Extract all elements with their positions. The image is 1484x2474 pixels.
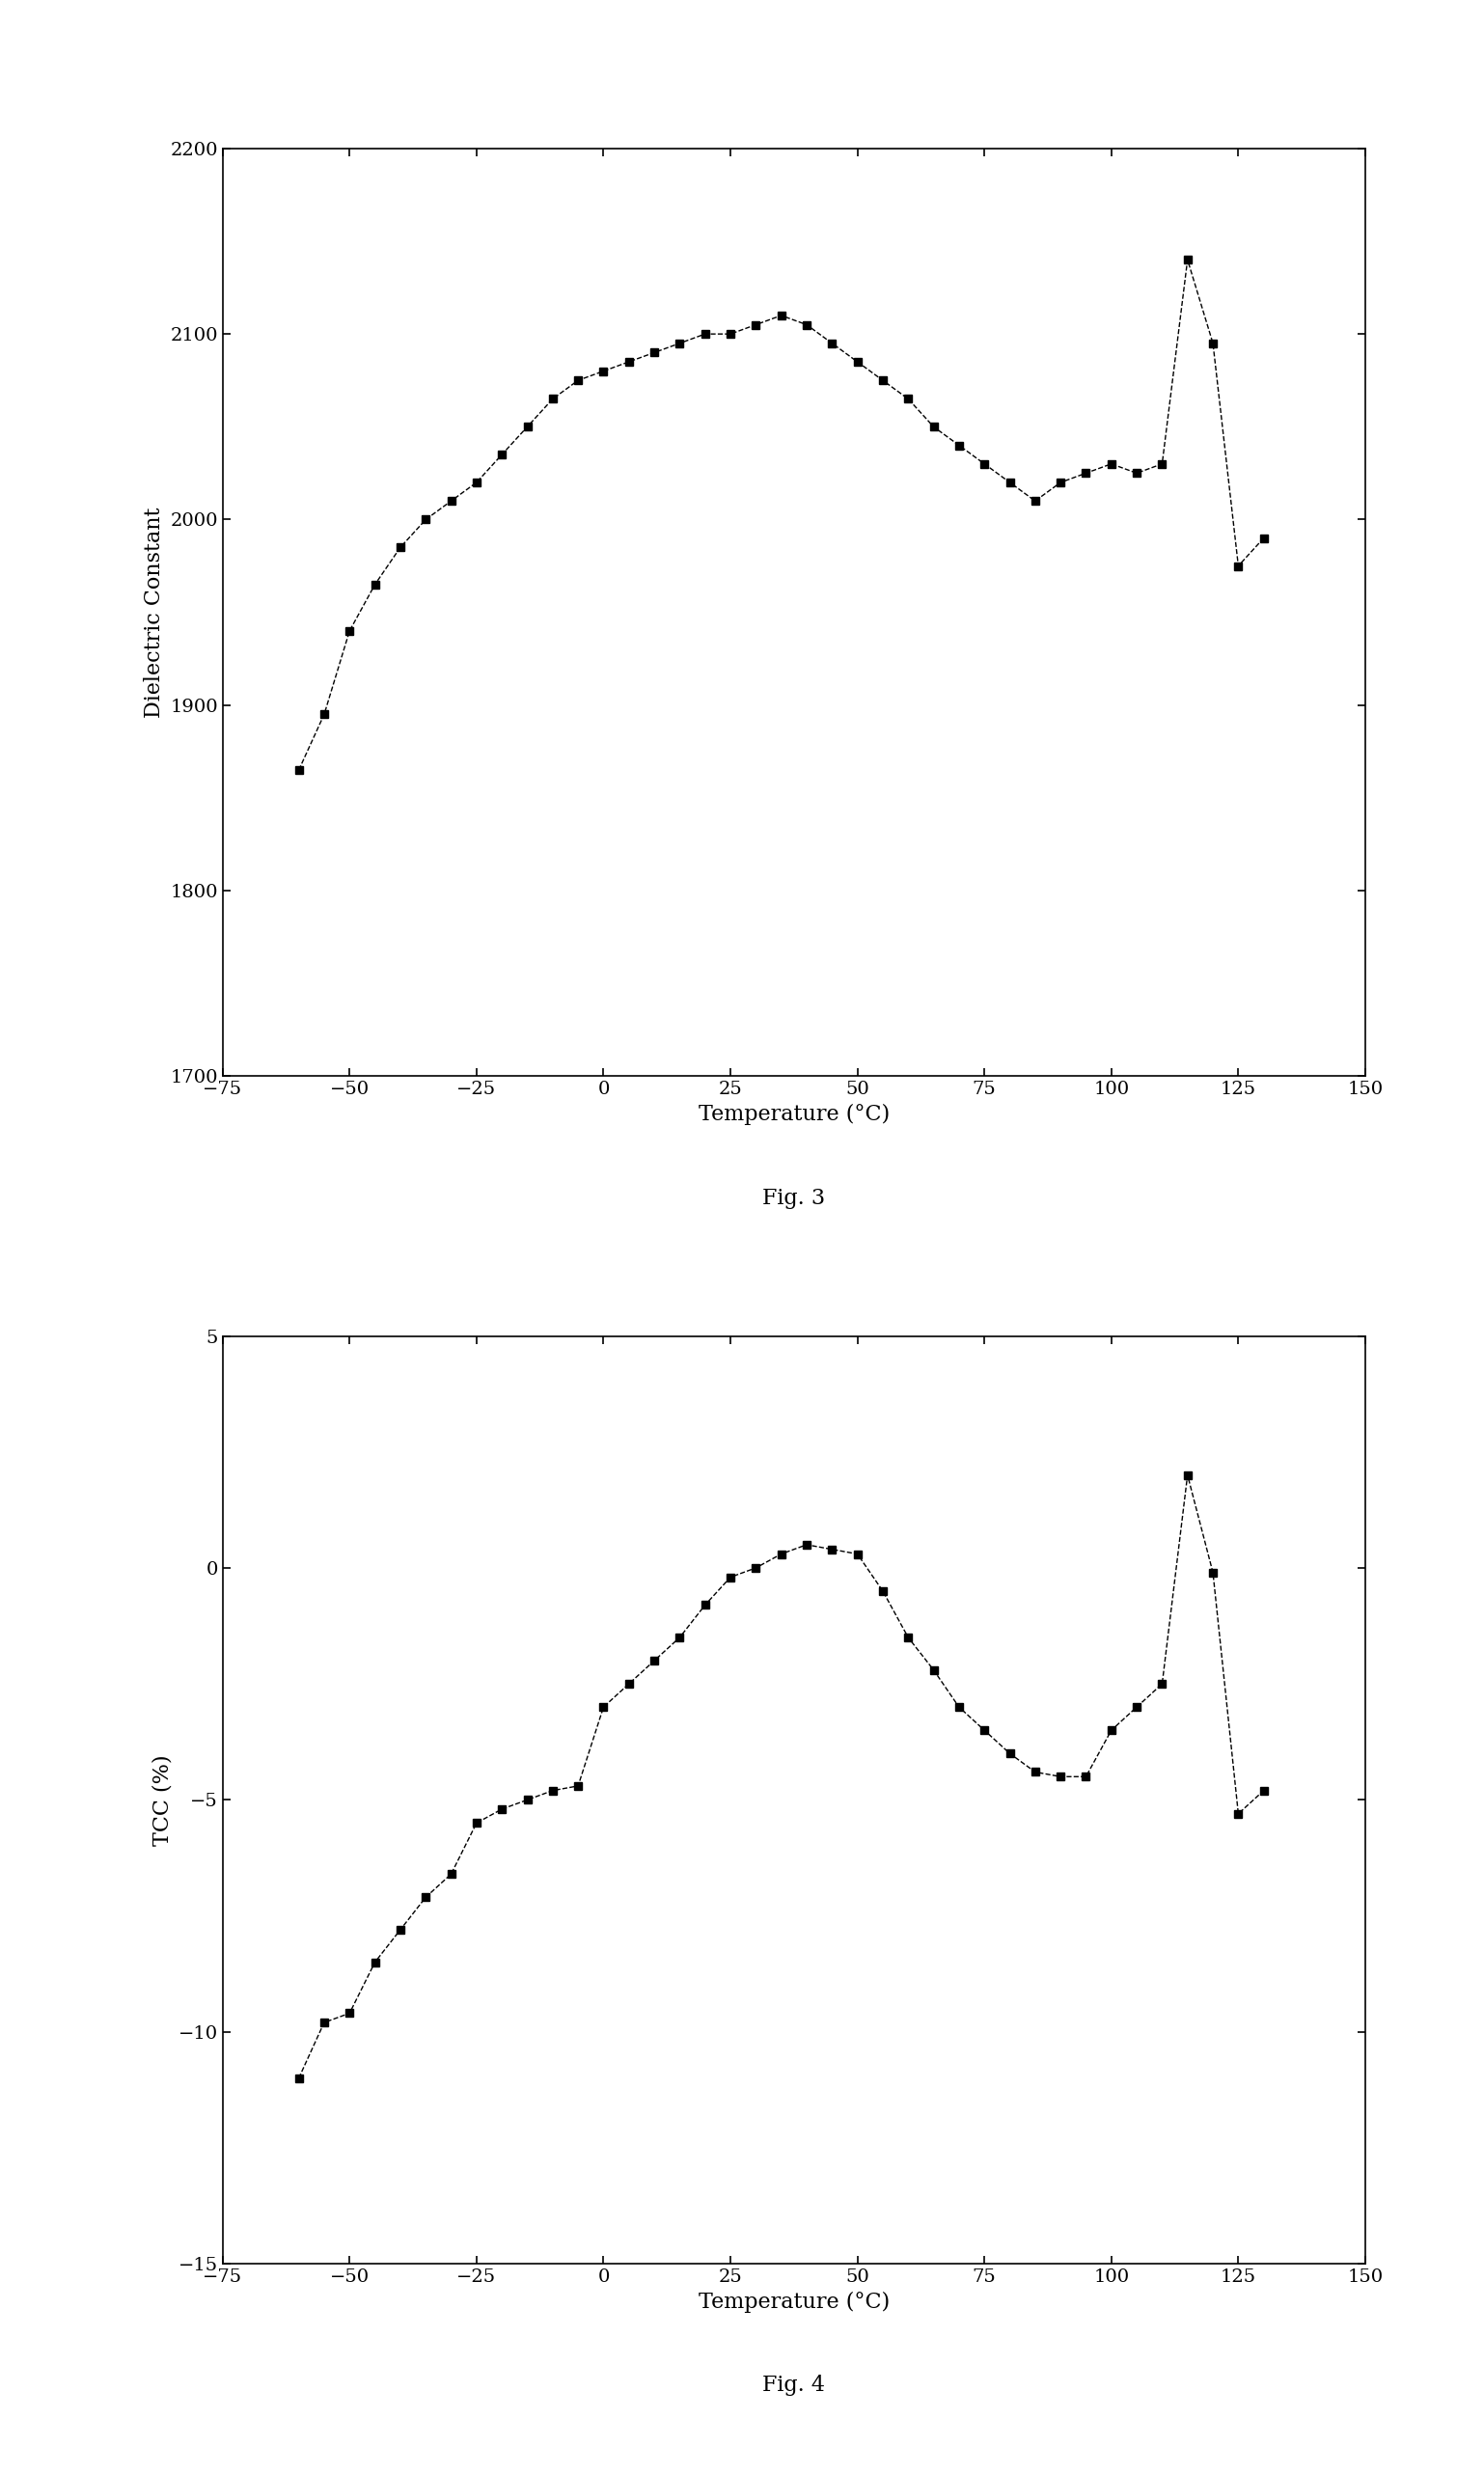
Text: Fig. 3: Fig. 3 — [763, 1188, 825, 1210]
X-axis label: Temperature (°C): Temperature (°C) — [699, 2291, 889, 2313]
Y-axis label: TCC (%): TCC (%) — [151, 1754, 172, 1846]
Y-axis label: Dielectric Constant: Dielectric Constant — [144, 507, 165, 717]
X-axis label: Temperature (°C): Temperature (°C) — [699, 1103, 889, 1126]
Text: Fig. 4: Fig. 4 — [763, 2375, 825, 2397]
